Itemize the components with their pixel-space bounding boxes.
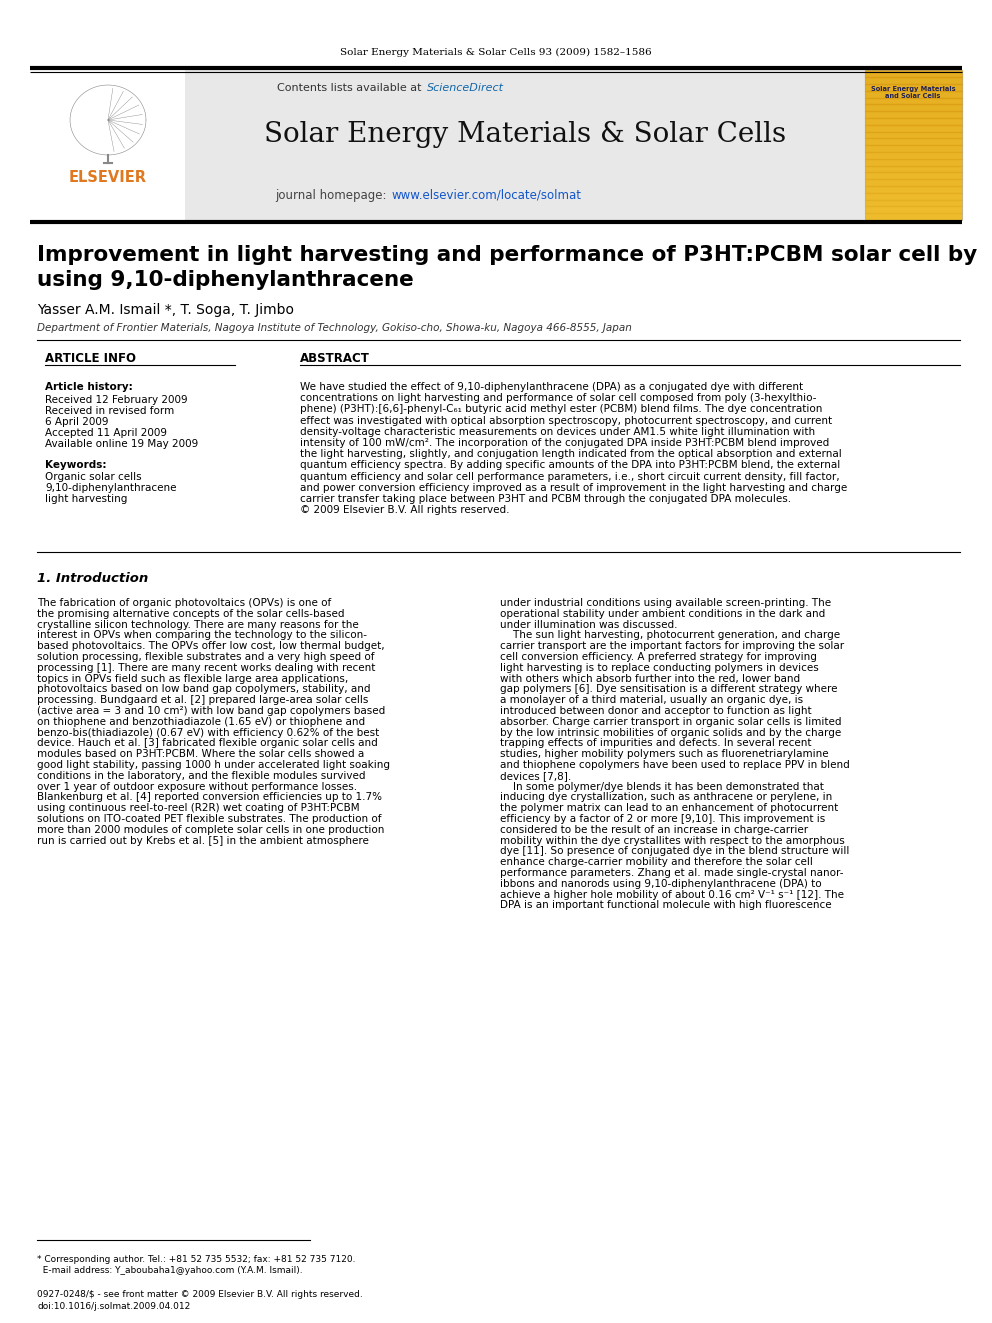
Text: over 1 year of outdoor exposure without performance losses.: over 1 year of outdoor exposure without … (37, 782, 357, 791)
Text: devices [7,8].: devices [7,8]. (500, 771, 571, 781)
Text: light harvesting: light harvesting (45, 493, 127, 504)
Text: using 9,10-diphenylanthracene: using 9,10-diphenylanthracene (37, 270, 414, 290)
Text: more than 2000 modules of complete solar cells in one production: more than 2000 modules of complete solar… (37, 824, 384, 835)
Text: effect was investigated with optical absorption spectroscopy, photocurrent spect: effect was investigated with optical abs… (300, 415, 832, 426)
Text: modules based on P3HT:PCBM. Where the solar cells showed a: modules based on P3HT:PCBM. Where the so… (37, 749, 364, 759)
Text: under industrial conditions using available screen-printing. The: under industrial conditions using availa… (500, 598, 831, 609)
Text: We have studied the effect of 9,10-diphenylanthracene (DPA) as a conjugated dye : We have studied the effect of 9,10-diphe… (300, 382, 804, 392)
Text: light harvesting is to replace conducting polymers in devices: light harvesting is to replace conductin… (500, 663, 818, 673)
Text: Article history:: Article history: (45, 382, 133, 392)
Text: cell conversion efficiency. A preferred strategy for improving: cell conversion efficiency. A preferred … (500, 652, 816, 662)
Text: E-mail address: Y_aboubaha1@yahoo.com (Y.A.M. Ismail).: E-mail address: Y_aboubaha1@yahoo.com (Y… (37, 1266, 303, 1275)
Text: introduced between donor and acceptor to function as light: introduced between donor and acceptor to… (500, 706, 811, 716)
Text: ibbons and nanorods using 9,10-diphenylanthracene (DPA) to: ibbons and nanorods using 9,10-diphenyla… (500, 878, 821, 889)
Text: studies, higher mobility polymers such as fluorenetriarylamine: studies, higher mobility polymers such a… (500, 749, 828, 759)
Text: crystalline silicon technology. There are many reasons for the: crystalline silicon technology. There ar… (37, 619, 359, 630)
Text: The fabrication of organic photovoltaics (OPVs) is one of: The fabrication of organic photovoltaics… (37, 598, 331, 609)
Text: topics in OPVs field such as flexible large area applications,: topics in OPVs field such as flexible la… (37, 673, 348, 684)
Text: quantum efficiency spectra. By adding specific amounts of the DPA into P3HT:PCBM: quantum efficiency spectra. By adding sp… (300, 460, 840, 471)
Text: 1. Introduction: 1. Introduction (37, 572, 148, 585)
Text: ARTICLE INFO: ARTICLE INFO (45, 352, 136, 365)
Text: Yasser A.M. Ismail *, T. Soga, T. Jimbo: Yasser A.M. Ismail *, T. Soga, T. Jimbo (37, 303, 294, 318)
Text: Organic solar cells: Organic solar cells (45, 472, 142, 482)
Text: solution processing, flexible substrates and a very high speed of: solution processing, flexible substrates… (37, 652, 375, 662)
Text: efficiency by a factor of 2 or more [9,10]. This improvement is: efficiency by a factor of 2 or more [9,1… (500, 814, 825, 824)
Text: Solar Energy Materials
and Solar Cells: Solar Energy Materials and Solar Cells (871, 86, 955, 99)
Text: Received 12 February 2009: Received 12 February 2009 (45, 396, 187, 405)
Text: phene) (P3HT):[6,6]-phenyl-C₆₁ butyric acid methyl ester (PCBM) blend films. The: phene) (P3HT):[6,6]-phenyl-C₆₁ butyric a… (300, 405, 822, 414)
Text: photovoltaics based on low band gap copolymers, stability, and: photovoltaics based on low band gap copo… (37, 684, 370, 695)
Text: with others which absorb further into the red, lower band: with others which absorb further into th… (500, 673, 801, 684)
Text: achieve a higher hole mobility of about 0.16 cm² V⁻¹ s⁻¹ [12]. The: achieve a higher hole mobility of about … (500, 889, 844, 900)
Text: solutions on ITO-coated PET flexible substrates. The production of: solutions on ITO-coated PET flexible sub… (37, 814, 382, 824)
Text: © 2009 Elsevier B.V. All rights reserved.: © 2009 Elsevier B.V. All rights reserved… (300, 505, 510, 515)
Text: www.elsevier.com/locate/solmat: www.elsevier.com/locate/solmat (392, 188, 582, 201)
Text: and power conversion efficiency improved as a result of improvement in the light: and power conversion efficiency improved… (300, 483, 847, 492)
Text: The sun light harvesting, photocurrent generation, and charge: The sun light harvesting, photocurrent g… (500, 630, 840, 640)
Text: Contents lists available at: Contents lists available at (277, 83, 425, 93)
Text: good light stability, passing 1000 h under accelerated light soaking: good light stability, passing 1000 h und… (37, 759, 390, 770)
Text: carrier transport are the important factors for improving the solar: carrier transport are the important fact… (500, 642, 844, 651)
Text: processing [1]. There are many recent works dealing with recent: processing [1]. There are many recent wo… (37, 663, 375, 673)
Text: dye [11]. So presence of conjugated dye in the blend structure will: dye [11]. So presence of conjugated dye … (500, 847, 849, 856)
Text: Solar Energy Materials & Solar Cells: Solar Energy Materials & Solar Cells (264, 122, 786, 148)
Text: intensity of 100 mW/cm². The incorporation of the conjugated DPA inside P3HT:PCB: intensity of 100 mW/cm². The incorporati… (300, 438, 829, 448)
Text: Received in revised form: Received in revised form (45, 406, 175, 415)
Text: enhance charge-carrier mobility and therefore the solar cell: enhance charge-carrier mobility and ther… (500, 857, 812, 867)
Text: gap polymers [6]. Dye sensitisation is a different strategy where: gap polymers [6]. Dye sensitisation is a… (500, 684, 837, 695)
Text: concentrations on light harvesting and performance of solar cell composed from p: concentrations on light harvesting and p… (300, 393, 816, 404)
Text: by the low intrinsic mobilities of organic solids and by the charge: by the low intrinsic mobilities of organ… (500, 728, 841, 738)
Text: Accepted 11 April 2009: Accepted 11 April 2009 (45, 429, 167, 438)
Text: a monolayer of a third material, usually an organic dye, is: a monolayer of a third material, usually… (500, 695, 804, 705)
Text: mobility within the dye crystallites with respect to the amorphous: mobility within the dye crystallites wit… (500, 836, 845, 845)
Text: trapping effects of impurities and defects. In several recent: trapping effects of impurities and defec… (500, 738, 811, 749)
Text: (active area = 3 and 10 cm²) with low band gap copolymers based: (active area = 3 and 10 cm²) with low ba… (37, 706, 385, 716)
Text: benzo-bis(thiadiazole) (0.67 eV) with efficiency 0.62% of the best: benzo-bis(thiadiazole) (0.67 eV) with ef… (37, 728, 379, 738)
Bar (30, 70, 185, 220)
Text: the light harvesting, slightly, and conjugation length indicated from the optica: the light harvesting, slightly, and conj… (300, 450, 842, 459)
Text: inducing dye crystallization, such as anthracene or perylene, in: inducing dye crystallization, such as an… (500, 792, 832, 803)
Text: Blankenburg et al. [4] reported conversion efficiencies up to 1.7%: Blankenburg et al. [4] reported conversi… (37, 792, 382, 803)
Text: the polymer matrix can lead to an enhancement of photocurrent: the polymer matrix can lead to an enhanc… (500, 803, 838, 814)
Bar (185, 70, 865, 220)
Text: using continuous reel-to-reel (R2R) wet coating of P3HT:PCBM: using continuous reel-to-reel (R2R) wet … (37, 803, 360, 814)
Text: Keywords:: Keywords: (45, 460, 106, 470)
Text: 0927-0248/$ - see front matter © 2009 Elsevier B.V. All rights reserved.: 0927-0248/$ - see front matter © 2009 El… (37, 1290, 363, 1299)
Text: In some polymer/dye blends it has been demonstrated that: In some polymer/dye blends it has been d… (500, 782, 824, 791)
Text: conditions in the laboratory, and the flexible modules survived: conditions in the laboratory, and the fl… (37, 771, 365, 781)
Text: absorber. Charge carrier transport in organic solar cells is limited: absorber. Charge carrier transport in or… (500, 717, 841, 726)
Text: Solar Energy Materials & Solar Cells 93 (2009) 1582–1586: Solar Energy Materials & Solar Cells 93 … (340, 48, 652, 57)
Text: Department of Frontier Materials, Nagoya Institute of Technology, Gokiso-cho, Sh: Department of Frontier Materials, Nagoya… (37, 323, 632, 333)
Text: ABSTRACT: ABSTRACT (300, 352, 370, 365)
Text: based photovoltaics. The OPVs offer low cost, low thermal budget,: based photovoltaics. The OPVs offer low … (37, 642, 385, 651)
Text: ELSEVIER: ELSEVIER (69, 171, 147, 185)
Text: carrier transfer taking place between P3HT and PCBM through the conjugated DPA m: carrier transfer taking place between P3… (300, 493, 792, 504)
Text: under illumination was discussed.: under illumination was discussed. (500, 619, 678, 630)
Text: the promising alternative concepts of the solar cells-based: the promising alternative concepts of th… (37, 609, 344, 619)
Text: ScienceDirect: ScienceDirect (427, 83, 504, 93)
Text: on thiophene and benzothiadiazole (1.65 eV) or thiophene and: on thiophene and benzothiadiazole (1.65 … (37, 717, 365, 726)
Text: quantum efficiency and solar cell performance parameters, i.e., short circuit cu: quantum efficiency and solar cell perfor… (300, 471, 839, 482)
Text: 9,10-diphenylanthracene: 9,10-diphenylanthracene (45, 483, 177, 493)
Text: run is carried out by Krebs et al. [5] in the ambient atmosphere: run is carried out by Krebs et al. [5] i… (37, 836, 369, 845)
Text: journal homepage:: journal homepage: (275, 188, 390, 201)
Text: performance parameters. Zhang et al. made single-crystal nanor-: performance parameters. Zhang et al. mad… (500, 868, 843, 878)
Text: DPA is an important functional molecule with high fluorescence: DPA is an important functional molecule … (500, 901, 831, 910)
Text: doi:10.1016/j.solmat.2009.04.012: doi:10.1016/j.solmat.2009.04.012 (37, 1302, 190, 1311)
Text: 6 April 2009: 6 April 2009 (45, 417, 108, 427)
Text: processing. Bundgaard et al. [2] prepared large-area solar cells: processing. Bundgaard et al. [2] prepare… (37, 695, 368, 705)
Text: * Corresponding author. Tel.: +81 52 735 5532; fax: +81 52 735 7120.: * Corresponding author. Tel.: +81 52 735… (37, 1256, 355, 1263)
Text: density-voltage characteristic measurements on devices under AM1.5 white light i: density-voltage characteristic measureme… (300, 427, 815, 437)
Text: interest in OPVs when comparing the technology to the silicon-: interest in OPVs when comparing the tech… (37, 630, 367, 640)
Text: operational stability under ambient conditions in the dark and: operational stability under ambient cond… (500, 609, 825, 619)
Text: device. Hauch et al. [3] fabricated flexible organic solar cells and: device. Hauch et al. [3] fabricated flex… (37, 738, 378, 749)
Text: Available online 19 May 2009: Available online 19 May 2009 (45, 439, 198, 448)
Text: considered to be the result of an increase in charge-carrier: considered to be the result of an increa… (500, 824, 808, 835)
Text: Improvement in light harvesting and performance of P3HT:PCBM solar cell by: Improvement in light harvesting and perf… (37, 245, 977, 265)
Text: and thiophene copolymers have been used to replace PPV in blend: and thiophene copolymers have been used … (500, 759, 850, 770)
Bar (865, 70, 962, 220)
